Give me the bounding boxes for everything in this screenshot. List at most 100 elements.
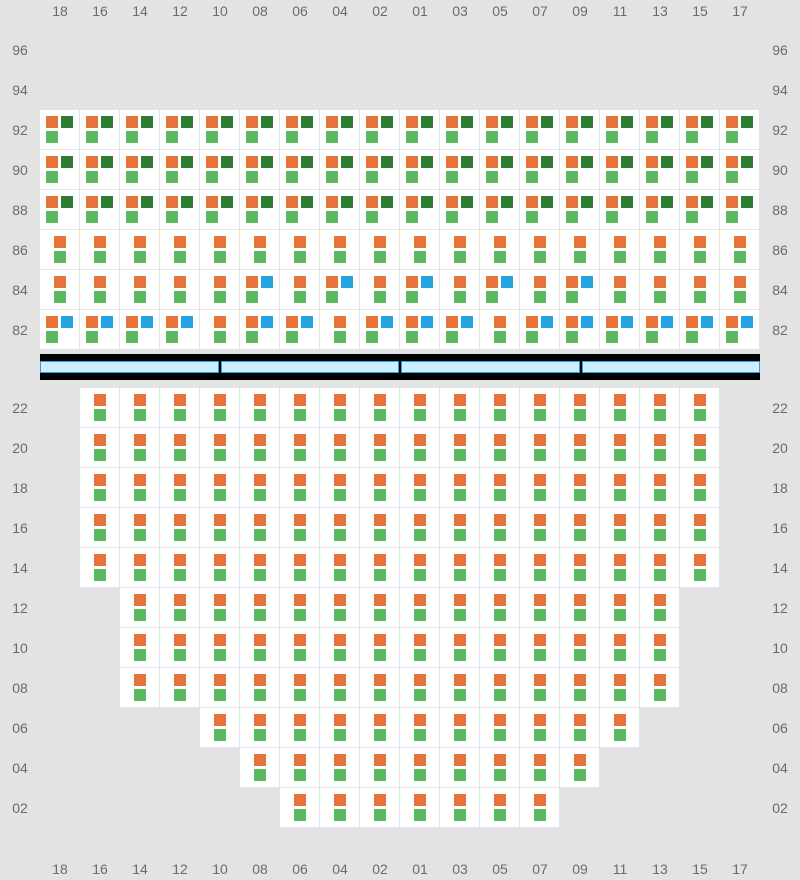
seat-cell[interactable] <box>200 428 240 468</box>
seat-cell[interactable] <box>120 110 160 150</box>
seat-cell[interactable] <box>320 508 360 548</box>
seat-cell[interactable] <box>600 588 640 628</box>
seat-cell[interactable] <box>280 588 320 628</box>
seat-cell[interactable] <box>440 110 480 150</box>
seat-cell[interactable] <box>520 548 560 588</box>
seat-cell[interactable] <box>400 230 440 270</box>
seat-cell[interactable] <box>480 748 520 788</box>
seat-cell[interactable] <box>320 270 360 310</box>
seat-cell[interactable] <box>280 788 320 828</box>
seat-cell[interactable] <box>160 110 200 150</box>
seat-cell[interactable] <box>400 628 440 668</box>
seat-cell[interactable] <box>400 588 440 628</box>
seat-cell[interactable] <box>320 788 360 828</box>
seat-cell[interactable] <box>640 628 680 668</box>
seat-cell[interactable] <box>80 110 120 150</box>
seat-cell[interactable] <box>520 508 560 548</box>
seat-cell[interactable] <box>280 388 320 428</box>
seat-cell[interactable] <box>400 310 440 350</box>
seat-cell[interactable] <box>200 508 240 548</box>
seat-cell[interactable] <box>160 150 200 190</box>
seat-cell[interactable] <box>200 548 240 588</box>
seat-cell[interactable] <box>280 548 320 588</box>
seat-cell[interactable] <box>240 310 280 350</box>
seat-cell[interactable] <box>200 388 240 428</box>
seat-cell[interactable] <box>240 270 280 310</box>
seat-cell[interactable] <box>480 190 520 230</box>
seat-cell[interactable] <box>680 270 720 310</box>
seat-cell[interactable] <box>120 230 160 270</box>
seat-cell[interactable] <box>40 110 80 150</box>
seat-cell[interactable] <box>80 388 120 428</box>
seat-cell[interactable] <box>600 548 640 588</box>
seat-cell[interactable] <box>400 150 440 190</box>
seat-cell[interactable] <box>480 668 520 708</box>
seat-cell[interactable] <box>560 668 600 708</box>
seat-cell[interactable] <box>520 668 560 708</box>
seat-cell[interactable] <box>640 668 680 708</box>
seat-cell[interactable] <box>200 270 240 310</box>
seat-cell[interactable] <box>480 428 520 468</box>
seat-cell[interactable] <box>160 508 200 548</box>
seat-cell[interactable] <box>320 548 360 588</box>
seat-cell[interactable] <box>640 468 680 508</box>
seat-cell[interactable] <box>120 548 160 588</box>
seat-cell[interactable] <box>400 388 440 428</box>
seat-cell[interactable] <box>240 708 280 748</box>
seat-cell[interactable] <box>600 388 640 428</box>
seat-cell[interactable] <box>520 748 560 788</box>
seat-cell[interactable] <box>440 190 480 230</box>
seat-cell[interactable] <box>200 468 240 508</box>
seat-cell[interactable] <box>320 748 360 788</box>
seat-cell[interactable] <box>120 628 160 668</box>
seat-cell[interactable] <box>240 230 280 270</box>
seat-cell[interactable] <box>720 190 760 230</box>
seat-cell[interactable] <box>320 628 360 668</box>
seat-cell[interactable] <box>520 588 560 628</box>
seat-cell[interactable] <box>120 508 160 548</box>
seat-cell[interactable] <box>40 310 80 350</box>
seat-cell[interactable] <box>160 588 200 628</box>
seat-cell[interactable] <box>280 628 320 668</box>
seat-cell[interactable] <box>280 150 320 190</box>
seat-cell[interactable] <box>480 508 520 548</box>
seat-cell[interactable] <box>40 190 80 230</box>
seat-cell[interactable] <box>640 190 680 230</box>
seat-cell[interactable] <box>720 310 760 350</box>
seat-cell[interactable] <box>400 548 440 588</box>
seat-cell[interactable] <box>200 230 240 270</box>
seat-cell[interactable] <box>200 668 240 708</box>
seat-cell[interactable] <box>680 230 720 270</box>
seat-cell[interactable] <box>40 150 80 190</box>
seat-cell[interactable] <box>600 708 640 748</box>
seat-cell[interactable] <box>440 388 480 428</box>
seat-cell[interactable] <box>80 468 120 508</box>
seat-cell[interactable] <box>440 270 480 310</box>
seat-cell[interactable] <box>560 388 600 428</box>
seat-cell[interactable] <box>200 708 240 748</box>
seat-cell[interactable] <box>520 310 560 350</box>
seat-cell[interactable] <box>560 628 600 668</box>
seat-cell[interactable] <box>240 150 280 190</box>
seat-cell[interactable] <box>360 230 400 270</box>
seat-cell[interactable] <box>440 428 480 468</box>
seat-cell[interactable] <box>320 388 360 428</box>
seat-cell[interactable] <box>600 230 640 270</box>
seat-cell[interactable] <box>680 190 720 230</box>
seat-cell[interactable] <box>360 548 400 588</box>
seat-cell[interactable] <box>560 270 600 310</box>
seat-cell[interactable] <box>120 388 160 428</box>
seat-cell[interactable] <box>120 270 160 310</box>
seat-cell[interactable] <box>360 508 400 548</box>
seat-cell[interactable] <box>360 190 400 230</box>
seat-cell[interactable] <box>600 190 640 230</box>
seat-cell[interactable] <box>240 548 280 588</box>
seat-cell[interactable] <box>360 628 400 668</box>
seat-cell[interactable] <box>520 270 560 310</box>
seat-cell[interactable] <box>360 708 400 748</box>
seat-cell[interactable] <box>200 190 240 230</box>
seat-cell[interactable] <box>240 508 280 548</box>
seat-cell[interactable] <box>120 190 160 230</box>
seat-cell[interactable] <box>520 428 560 468</box>
seat-cell[interactable] <box>440 468 480 508</box>
